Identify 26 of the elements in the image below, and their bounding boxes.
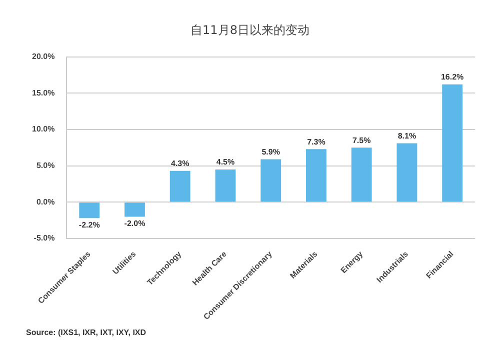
bar	[79, 202, 100, 218]
y-tick-label: 0.0%	[36, 197, 55, 206]
y-tick-label: 5.0%	[36, 161, 55, 170]
y-tick-label: 15.0%	[32, 88, 55, 98]
data-label: -2.0%	[124, 218, 146, 228]
y-tick-label: -5.0%	[34, 234, 55, 243]
bar	[351, 148, 372, 202]
data-label: 16.2%	[440, 72, 464, 82]
data-label: 7.5%	[352, 136, 371, 145]
bar	[260, 159, 282, 202]
bar	[442, 84, 463, 202]
source-note: Source: (IXS1, IXR, IXT, IXY, IXD	[26, 328, 146, 337]
bar	[124, 202, 145, 217]
y-tick-label: 20.0%	[32, 52, 55, 62]
bar	[306, 149, 326, 202]
data-label: -2.2%	[78, 220, 100, 230]
bar	[396, 143, 418, 202]
data-label: 5.9%	[262, 147, 280, 156]
y-tick-label: 10.0%	[32, 124, 55, 134]
data-label: 4.3%	[170, 159, 190, 168]
data-label: 4.5%	[216, 158, 235, 167]
bar	[215, 169, 236, 202]
data-label: 7.3%	[307, 137, 326, 146]
data-label: 8.1%	[398, 131, 416, 140]
chart-title: 自11月8日以来的变动	[190, 22, 310, 39]
bar	[170, 170, 190, 202]
